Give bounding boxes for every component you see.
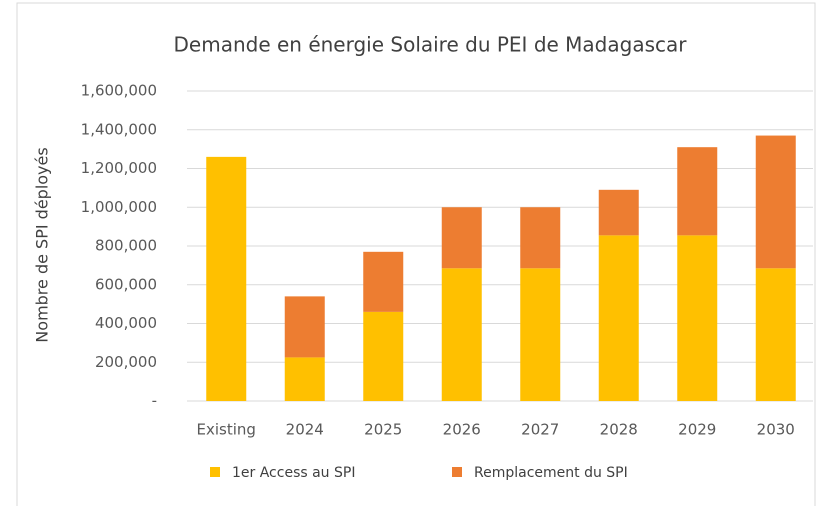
x-tick-label: 2026 bbox=[443, 421, 481, 439]
bar-segment bbox=[363, 251, 404, 312]
bar-segment bbox=[520, 207, 561, 269]
bar-segment bbox=[284, 357, 325, 401]
grid bbox=[187, 90, 813, 402]
bar-segment bbox=[206, 156, 247, 401]
x-tick-label: 2028 bbox=[600, 421, 638, 439]
y-axis-title: Nombre de SPI déployés bbox=[33, 147, 52, 342]
bar-segment bbox=[677, 147, 718, 236]
legend-swatch bbox=[452, 467, 462, 477]
x-tick-label: 2025 bbox=[364, 421, 402, 439]
bar-segment bbox=[441, 207, 482, 269]
y-tick-label: 1,600,000 bbox=[81, 82, 157, 100]
y-tick-label: 1,200,000 bbox=[81, 159, 157, 177]
chart-title: Demande en énergie Solaire du PEI de Mad… bbox=[174, 33, 688, 57]
bar-segment bbox=[755, 268, 796, 401]
y-tick-label: 400,000 bbox=[95, 314, 157, 332]
labels: - 200,000 400,000 600,000 800,000 1,000,000 1,… bbox=[81, 82, 795, 439]
bar-segment bbox=[520, 268, 561, 401]
y-tick-label: 1,000,000 bbox=[81, 198, 157, 216]
chart-border bbox=[16, 2, 816, 506]
bar-segment bbox=[598, 235, 639, 401]
y-tick-label: 800,000 bbox=[95, 237, 157, 255]
bar-segment bbox=[598, 189, 639, 236]
x-tick-label: 2024 bbox=[286, 421, 324, 439]
legend-swatch bbox=[210, 467, 220, 477]
bar-segment bbox=[284, 296, 325, 358]
bars bbox=[206, 135, 796, 401]
x-tick-label: Existing bbox=[197, 421, 256, 439]
bar-segment bbox=[441, 268, 482, 401]
y-tick-label: 200,000 bbox=[95, 353, 157, 371]
y-tick-label: 1,400,000 bbox=[81, 120, 157, 138]
bar-segment bbox=[677, 235, 718, 401]
legend-label: 1er Access au SPI bbox=[232, 465, 355, 481]
bar-segment bbox=[363, 311, 404, 401]
x-tick-label: 2029 bbox=[678, 421, 716, 439]
bar-segment bbox=[755, 135, 796, 269]
x-tick-label: 2027 bbox=[521, 421, 559, 439]
x-tick-label: 2030 bbox=[757, 421, 795, 439]
y-tick-label: 600,000 bbox=[95, 275, 157, 293]
legend-label: Remplacement du SPI bbox=[474, 465, 628, 481]
y-tick-label: - bbox=[152, 392, 157, 410]
legend: 1er Access au SPI Remplacement du SPI bbox=[210, 465, 628, 481]
